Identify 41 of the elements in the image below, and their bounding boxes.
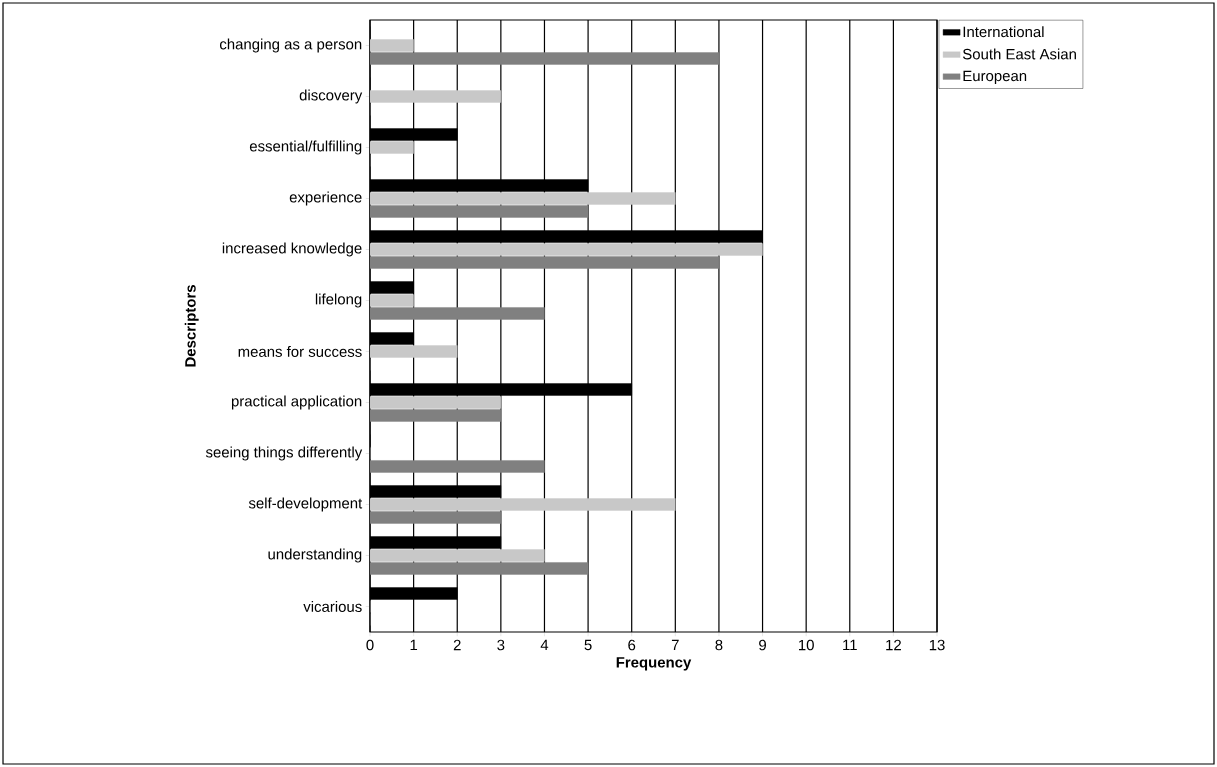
x-tick-label: 8 — [715, 639, 723, 651]
bar — [370, 243, 763, 256]
x-tick-label: 5 — [584, 639, 592, 651]
x-tick-label: 1 — [410, 639, 418, 651]
y-tick-label: increased knowledge — [222, 242, 362, 257]
x-tick-label: 7 — [671, 639, 679, 651]
y-tick-label: vicarious — [303, 601, 362, 612]
x-tick-label: 3 — [497, 639, 505, 651]
x-axis-title: Frequency — [616, 657, 692, 671]
bar — [370, 549, 545, 562]
y-tick-label: means for success — [238, 346, 362, 357]
x-tick-label: 11 — [843, 639, 857, 651]
x-tick-label: 6 — [628, 639, 636, 651]
legend-label: South East Asian — [962, 48, 1076, 60]
y-tick-label: essential/fulfilling — [249, 140, 362, 155]
legend-label: European — [963, 70, 1027, 85]
x-tick-label: 4 — [540, 639, 549, 651]
x-tick-label: 9 — [759, 639, 766, 651]
x-tick-label: 12 — [886, 639, 901, 651]
bar — [370, 498, 676, 511]
bar — [370, 294, 414, 307]
x-tick-label: 0 — [366, 639, 374, 651]
y-tick-label: discovery — [299, 89, 363, 104]
bar — [370, 192, 676, 205]
y-tick-label: understanding — [268, 548, 362, 563]
bar — [370, 396, 502, 409]
bar — [370, 39, 414, 52]
bar — [370, 141, 414, 154]
y-tick-label: lifelong — [315, 293, 362, 308]
y-tick-label: experience — [289, 191, 362, 206]
y-tick-label: seeing things differently — [205, 446, 363, 461]
bar — [370, 345, 458, 358]
bar — [370, 90, 502, 103]
x-tick-label: 2 — [453, 639, 461, 651]
y-tick-label: changing as a person — [219, 38, 362, 53]
x-tick-label: 10 — [798, 639, 814, 651]
y-tick-label: practical application — [231, 395, 362, 410]
legend-label: International — [963, 26, 1044, 38]
x-tick-label: 13 — [929, 639, 945, 651]
y-tick-label: self-development — [248, 497, 363, 512]
y-axis-title: Descriptors — [184, 285, 199, 367]
